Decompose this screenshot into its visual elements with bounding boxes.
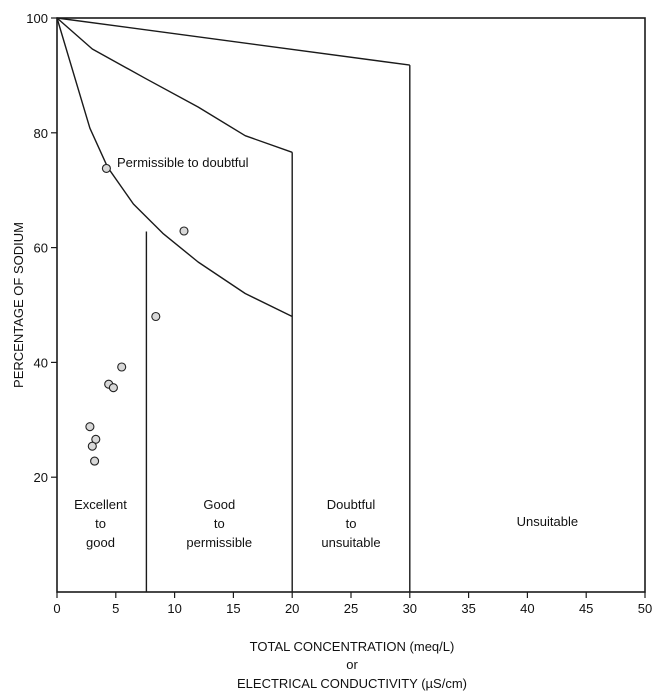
x-tick-label: 5 [112, 601, 119, 616]
x-tick-label: 45 [579, 601, 593, 616]
sample-points [85, 163, 189, 466]
zone-label: Unsuitable [517, 514, 578, 529]
x-axis-label-line-1: TOTAL CONCENTRATION (meq/L) [250, 639, 455, 654]
boundary-line-1 [56, 17, 293, 153]
zone-label: Excellent to good [74, 497, 127, 550]
x-tick-label: 50 [638, 601, 652, 616]
x-tick-label: 40 [520, 601, 534, 616]
zone-label: Permissible to doubtful [117, 155, 249, 170]
x-axis-label-line-2: or [346, 657, 358, 672]
data-point [90, 456, 100, 466]
x-tick-label: 25 [344, 601, 358, 616]
data-point [85, 422, 95, 432]
x-tick-label: 10 [167, 601, 181, 616]
x-tick-label: 15 [226, 601, 240, 616]
zone-label: Doubtful to unsuitable [321, 497, 380, 550]
x-tick-label: 0 [53, 601, 60, 616]
y-tick-label: 80 [34, 126, 48, 141]
x-tick-label: 35 [461, 601, 475, 616]
x-tick-label: 30 [403, 601, 417, 616]
boundary-line-2 [56, 17, 410, 66]
zone-labels: Excellent to good Good to permissible Doubtful… [74, 155, 578, 550]
boundary-line-0 [56, 17, 293, 318]
data-point [151, 311, 161, 322]
x-axis-ticks: 0 5 10 15 20 25 30 35 40 45 50 [53, 592, 652, 616]
y-tick-label: 20 [34, 470, 48, 485]
data-point [101, 163, 111, 173]
zone-label: Good to permissible [186, 497, 252, 550]
y-tick-label: 40 [34, 355, 48, 370]
data-point [108, 383, 118, 393]
data-point [117, 362, 127, 372]
y-tick-label: 100 [26, 11, 48, 26]
classification-boundaries [56, 17, 411, 592]
x-axis-label-line-3: ELECTRICAL CONDUCTIVITY (µS/cm) [237, 676, 467, 691]
data-point [179, 226, 189, 236]
data-point [87, 441, 97, 451]
y-axis-label: PERCENTAGE OF SODIUM [11, 222, 26, 388]
y-axis-ticks: 20 40 60 80 100 [26, 11, 57, 485]
y-tick-label: 60 [34, 241, 48, 256]
x-tick-label: 20 [285, 601, 299, 616]
